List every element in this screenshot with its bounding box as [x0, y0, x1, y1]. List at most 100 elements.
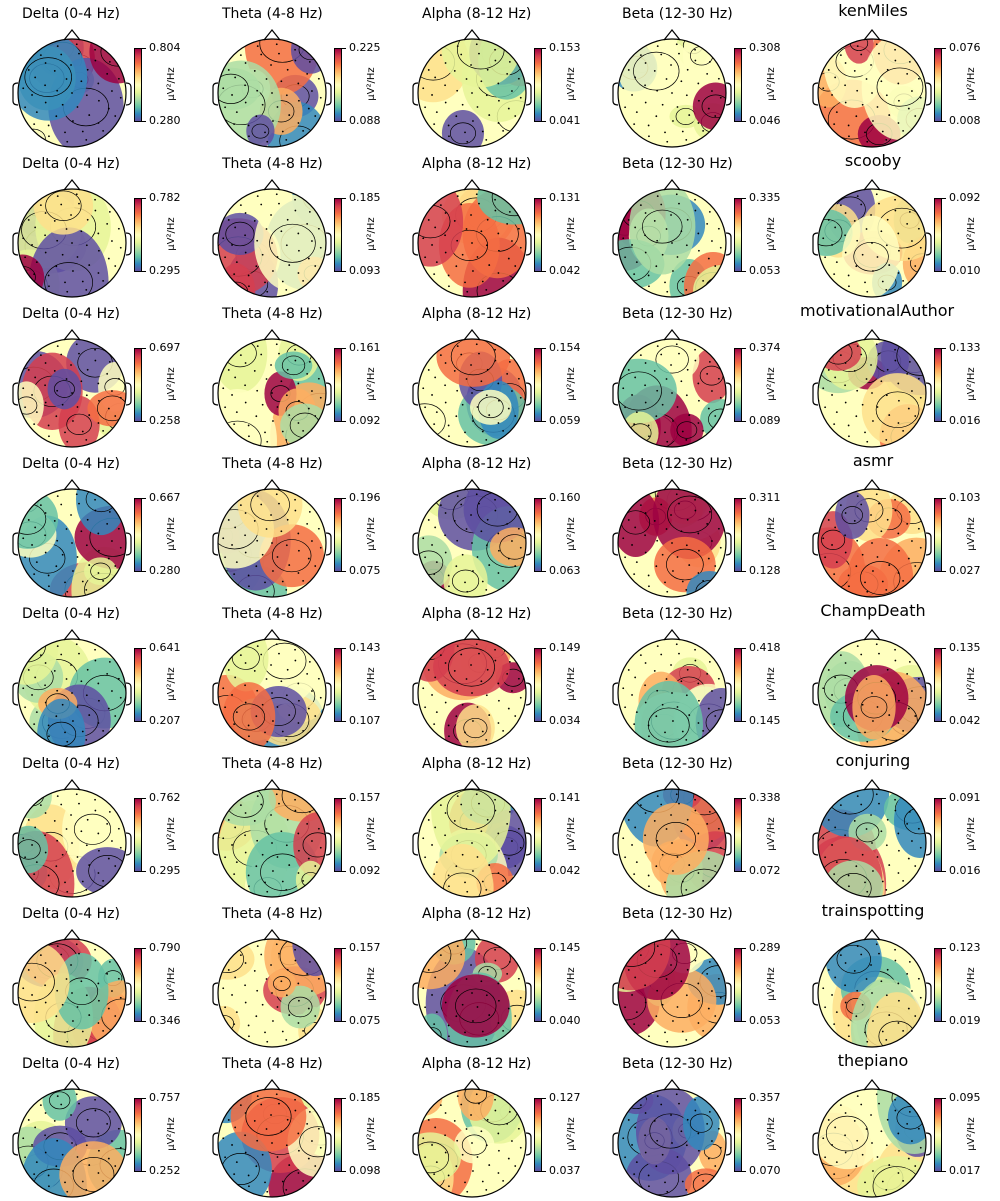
electrode-dot [86, 368, 89, 371]
electrode-dot [227, 819, 230, 821]
electrode-dot [286, 368, 289, 371]
electrode-dot [285, 438, 288, 441]
electrode-dot [239, 654, 242, 657]
electrode-dot [281, 130, 284, 133]
electrode-dot [261, 703, 264, 706]
topomap-panel: Theta (4-8 Hz) 0.157 0.075 µV²/Hz [200, 900, 400, 1050]
electrode-dot [634, 826, 637, 829]
electrode-dot [60, 653, 63, 656]
electrode-dot [485, 888, 488, 891]
electrode-dot [27, 1119, 30, 1121]
electrode-dot [264, 431, 266, 434]
electrode-dot [298, 699, 300, 702]
electrode-dot [719, 1146, 722, 1149]
electrode-dot [711, 990, 713, 992]
electrode-dot [244, 384, 246, 387]
head-outline [217, 638, 327, 748]
colorbar-tick [142, 648, 146, 649]
electrode-dot [464, 1181, 466, 1184]
electrode-dot [678, 1102, 680, 1105]
electrode-dot [44, 362, 47, 364]
colorbar-max-label: 0.697 [149, 341, 181, 354]
electrode-dot [624, 1006, 627, 1009]
electrode-dot [61, 1003, 64, 1006]
topomap-panel: Alpha (8-12 Hz) 0.145 0.040 µV²/Hz [400, 900, 600, 1050]
electrode-dot [61, 553, 64, 556]
electrode-dot [433, 273, 436, 276]
electrode-dot [97, 872, 100, 874]
electrode-dot [302, 1179, 305, 1182]
electrode-dot [488, 114, 491, 116]
electrode-dot [64, 731, 66, 734]
electrode-dot [311, 390, 313, 392]
electrode-dot [278, 502, 280, 505]
ear-marker [325, 382, 332, 406]
electrode-dot [878, 1102, 880, 1105]
contour-line [224, 281, 249, 297]
electrode-dot [94, 659, 97, 662]
electrode-dot [888, 114, 891, 116]
electrode-dot [106, 673, 109, 675]
power-region [75, 489, 126, 536]
electrode-dot [878, 502, 880, 505]
electrode-dot [644, 1151, 647, 1154]
electrode-dot [60, 203, 63, 206]
power-region [618, 489, 660, 557]
electrode-dot [656, 689, 659, 692]
electrode-dot [871, 842, 873, 844]
electrode-dot [78, 502, 80, 505]
band-title: Beta (12-30 Hz) [622, 756, 733, 772]
electrode-dot [294, 498, 296, 501]
electrode-dot [94, 198, 96, 201]
electrode-dot [224, 556, 227, 559]
electrode-dot [656, 89, 659, 92]
electrode-dot [233, 273, 236, 276]
electrode-dot [835, 861, 838, 863]
ear-marker [12, 682, 19, 706]
electrode-dot [266, 290, 269, 293]
electrode-dot [470, 514, 472, 516]
electrode-dot [897, 232, 900, 235]
electrode-dot [898, 999, 900, 1002]
colorbar-tick [142, 798, 146, 799]
electrode-dot [694, 198, 696, 201]
electrode-dot [27, 369, 30, 371]
electrode-dot [444, 212, 447, 214]
electrode-dot [697, 982, 700, 985]
electrode-dot [119, 1146, 122, 1149]
electrode-dot [102, 1179, 105, 1182]
electrode-dot [671, 242, 673, 244]
electrode-dot [427, 519, 430, 521]
electrode-dot [876, 856, 879, 858]
electrode-dot [834, 226, 837, 229]
electrode-dot [908, 210, 911, 213]
colorbar-tick [142, 498, 146, 499]
electrode-dot [898, 1149, 900, 1152]
colorbar-tick [542, 121, 546, 122]
electrode-dot [281, 280, 284, 283]
colorbar-tick [342, 1171, 346, 1172]
electrode-dot [822, 1137, 825, 1140]
electrode-dot [86, 218, 89, 221]
electrode-dot [75, 643, 78, 646]
ear-marker [325, 232, 332, 256]
electrode-dot [855, 1015, 858, 1018]
electrode-dot [280, 530, 283, 533]
electrode-dot [65, 828, 68, 830]
electrode-dot [861, 403, 864, 406]
electrode-dot [456, 389, 459, 392]
colorbar-max-label: 0.091 [949, 791, 981, 804]
electrode-dot [476, 406, 479, 408]
colorbar-tick [542, 871, 546, 872]
colorbar-tick [942, 721, 946, 722]
colorbar [134, 198, 142, 272]
electrode-dot [719, 246, 722, 249]
colorbar-max-label: 0.782 [149, 191, 181, 204]
colorbar-max-label: 0.123 [949, 941, 981, 954]
colorbar-min-label: 0.295 [149, 264, 181, 277]
electrode-dot [860, 353, 863, 356]
electrode-dot [917, 527, 920, 530]
electrode-dot [431, 244, 433, 246]
electrode-dot [253, 670, 256, 672]
ear-marker [725, 232, 732, 256]
